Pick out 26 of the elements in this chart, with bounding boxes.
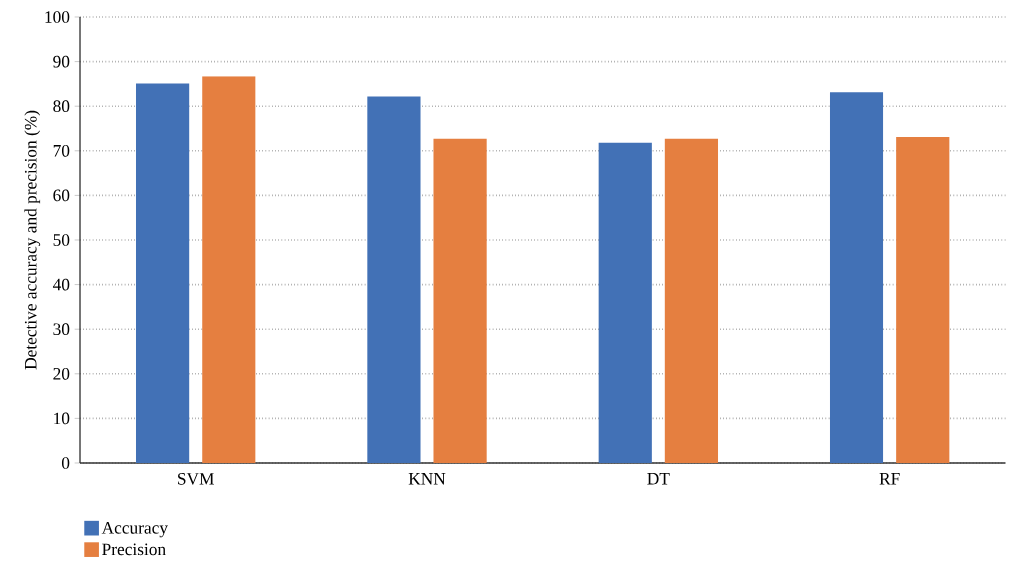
y-tick-label: 60 (53, 189, 70, 202)
bar (367, 96, 421, 463)
x-tick-label: SVM (178, 472, 214, 485)
y-tick-label: 0 (61, 456, 70, 469)
y-tick-label: 70 (53, 144, 70, 157)
y-tick-label: 90 (53, 55, 70, 68)
bar (202, 76, 256, 463)
y-tick-label: 50 (53, 233, 70, 246)
y-tick-label: 100 (45, 10, 70, 23)
bar (598, 142, 652, 463)
bar (664, 138, 719, 463)
legend-label: Accuracy (101, 521, 168, 538)
y-axis-title: Detective accuracy and precision (%) (24, 110, 41, 370)
bar (829, 92, 884, 463)
x-tick-label: RF (879, 472, 900, 485)
y-tick-label: 30 (53, 323, 70, 335)
bar (433, 138, 487, 463)
x-tick-label: DT (647, 472, 670, 485)
y-tick-label: 40 (52, 278, 70, 291)
legend-label: Precision (102, 543, 166, 556)
y-tick-label: 80 (53, 100, 70, 112)
x-tick-label: KNN (408, 472, 446, 485)
bar (135, 83, 190, 463)
y-tick-label: 10 (54, 412, 70, 425)
y-tick-label: 20 (53, 367, 70, 380)
bar (896, 136, 950, 463)
